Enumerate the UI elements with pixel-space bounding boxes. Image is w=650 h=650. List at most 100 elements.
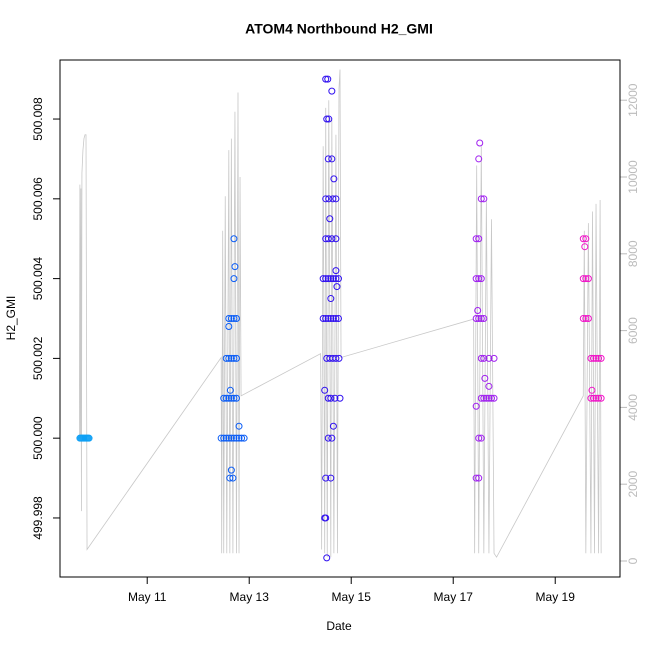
x-tick-label: May 13: [230, 590, 270, 604]
point: [323, 115, 331, 123]
point: [225, 315, 233, 322]
point: [235, 422, 243, 430]
point: [475, 315, 483, 322]
point: [477, 275, 485, 283]
point: [597, 354, 605, 362]
y-tick-label: 499.998: [31, 496, 45, 540]
point: [327, 275, 335, 283]
point: [230, 434, 238, 442]
y2-tick-label: 8000: [626, 240, 640, 267]
point: [227, 434, 235, 442]
y-tick-label: 500.008: [31, 97, 45, 141]
point: [332, 195, 340, 203]
point: [474, 307, 482, 315]
point: [328, 235, 336, 243]
x-tick-label: May 15: [332, 590, 372, 604]
point: [332, 267, 340, 275]
point: [579, 275, 587, 283]
point: [325, 115, 333, 123]
point: [222, 354, 230, 362]
point: [472, 315, 480, 322]
point: [485, 354, 493, 362]
point: [327, 315, 335, 322]
point: [328, 87, 336, 95]
point: [220, 434, 228, 442]
point: [327, 295, 335, 303]
point: [480, 354, 488, 362]
point: [322, 474, 330, 482]
y-axis-label: H2_GMI: [4, 296, 18, 341]
point: [217, 434, 225, 442]
point: [331, 394, 339, 402]
point: [230, 235, 238, 243]
point: [225, 354, 233, 362]
point: [487, 394, 495, 402]
point: [589, 394, 597, 402]
point: [222, 434, 230, 442]
point: [238, 434, 246, 442]
point: [322, 195, 330, 203]
point: [336, 394, 344, 402]
point: [225, 394, 233, 402]
point: [330, 175, 338, 183]
point: [477, 394, 485, 402]
point: [329, 275, 337, 283]
point: [240, 434, 248, 442]
point: [332, 315, 340, 322]
point: [480, 195, 488, 203]
point: [490, 394, 498, 402]
point: [588, 386, 596, 394]
point: [329, 195, 337, 203]
point: [328, 155, 336, 163]
point: [595, 394, 603, 402]
point: [480, 394, 488, 402]
point: [327, 394, 335, 402]
point: [230, 394, 238, 402]
point: [475, 434, 483, 442]
point: [322, 75, 330, 83]
point: [232, 434, 240, 442]
point: [232, 394, 240, 402]
point: [230, 275, 238, 283]
x-axis-label: Date: [326, 619, 352, 633]
point: [475, 275, 483, 283]
point: [332, 354, 340, 362]
chart-title: ATOM4 Northbound H2_GMI: [245, 21, 433, 37]
point: [333, 283, 341, 291]
point: [324, 235, 332, 243]
point: [482, 394, 490, 402]
y-tick-label: 500.002: [31, 336, 45, 380]
y-tick-label: 500.000: [31, 416, 45, 460]
point: [472, 402, 480, 410]
point: [475, 474, 483, 482]
point: [325, 195, 333, 203]
point: [324, 155, 332, 163]
y2-tick-label: 10000: [626, 160, 640, 194]
point: [326, 215, 334, 223]
point: [235, 434, 243, 442]
point: [231, 263, 239, 271]
point: [592, 394, 600, 402]
point: [321, 386, 329, 394]
point: [319, 275, 327, 283]
x-tick-label: May 11: [128, 590, 167, 604]
y-tick-label: 500.004: [31, 257, 45, 301]
point: [225, 322, 233, 330]
x-tick-label: May 19: [536, 590, 576, 604]
point: [587, 354, 595, 362]
point: [332, 275, 340, 283]
point: [584, 275, 592, 283]
point: [227, 466, 235, 474]
point: [477, 434, 485, 442]
point: [334, 315, 342, 322]
point: [319, 315, 327, 322]
point: [335, 354, 343, 362]
point: [582, 235, 590, 243]
point: [232, 354, 240, 362]
point: [476, 139, 484, 147]
point: [334, 275, 342, 283]
point: [485, 394, 493, 402]
y2-tick-label: 6000: [626, 317, 640, 344]
y2-tick-label: 2000: [626, 471, 640, 498]
